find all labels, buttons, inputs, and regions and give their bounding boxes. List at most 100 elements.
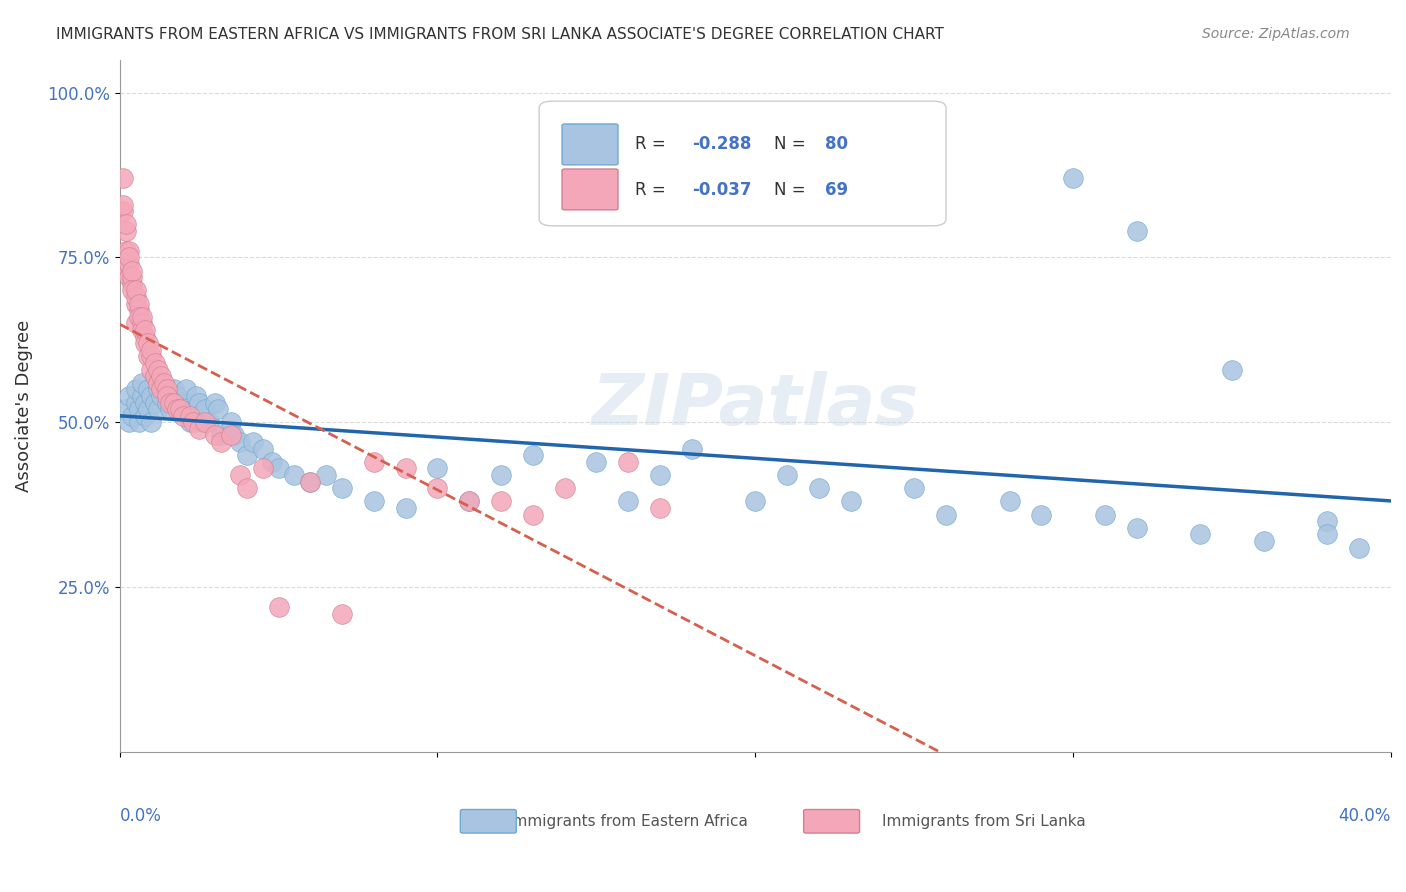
Point [156,389,179,403]
Point [219,428,242,442]
Point [124,395,146,409]
Point [935,508,957,522]
Point [395,461,418,475]
Point [124,317,146,331]
Point [121,263,143,277]
FancyBboxPatch shape [460,810,516,833]
Point [1316,527,1339,541]
Point [235,448,257,462]
Point [121,284,143,298]
Point [172,409,194,423]
Point [146,382,169,396]
Point [229,468,252,483]
Point [118,244,141,258]
Point [149,376,172,390]
Point [136,350,159,364]
Point [131,389,153,403]
Point [124,284,146,298]
Text: ZIPatlas: ZIPatlas [592,371,920,441]
Text: 69: 69 [825,181,848,199]
Point [617,455,640,469]
Point [299,475,322,489]
Point [134,329,156,343]
Point [1348,541,1371,555]
Point [115,402,138,417]
Point [115,224,138,238]
Point [146,402,169,417]
Point [426,461,449,475]
Point [617,494,640,508]
Point [209,435,232,450]
Point [744,494,766,508]
FancyBboxPatch shape [804,810,859,833]
Point [1189,527,1212,541]
Point [163,382,186,396]
Point [172,395,194,409]
Text: Source: ZipAtlas.com: Source: ZipAtlas.com [1202,27,1350,41]
Point [363,494,385,508]
Point [131,376,153,390]
Text: Immigrants from Eastern Africa: Immigrants from Eastern Africa [508,814,748,830]
Point [776,468,799,483]
Point [522,508,544,522]
Point [143,395,166,409]
Point [585,455,607,469]
Point [146,362,169,376]
Point [149,369,172,384]
Point [648,501,671,516]
Point [489,494,512,508]
Point [141,389,163,403]
Point [188,422,211,436]
Point [141,350,163,364]
Point [283,468,305,483]
Point [115,218,138,232]
Point [648,468,671,483]
Point [146,376,169,390]
Point [267,599,290,614]
Point [184,389,207,403]
Point [181,415,204,429]
Point [839,494,862,508]
Point [1125,521,1147,535]
Point [903,481,925,495]
Point [315,468,337,483]
Point [143,369,166,384]
Text: N =: N = [775,135,811,153]
Point [131,317,153,331]
Point [229,435,252,450]
Point [118,415,141,429]
Point [222,428,245,442]
FancyBboxPatch shape [538,101,946,226]
Point [458,494,481,508]
FancyBboxPatch shape [562,169,619,210]
Point [134,395,156,409]
Point [252,442,274,456]
Point [209,428,232,442]
Point [188,395,211,409]
Point [124,290,146,304]
Point [118,389,141,403]
Point [252,461,274,475]
Point [395,501,418,516]
Point [134,336,156,351]
Point [262,455,284,469]
Point [131,310,153,324]
FancyBboxPatch shape [562,124,619,165]
Point [128,296,150,310]
Point [128,402,150,417]
Point [181,402,204,417]
Point [156,395,179,409]
Text: 80: 80 [825,135,848,153]
Point [166,389,188,403]
Point [194,415,217,429]
Point [554,481,576,495]
Point [163,395,186,409]
Text: Immigrants from Sri Lanka: Immigrants from Sri Lanka [883,814,1085,830]
Point [121,277,143,291]
Point [143,356,166,370]
Point [118,251,141,265]
Point [1316,514,1339,528]
Point [330,481,353,495]
Point [124,382,146,396]
Point [121,270,143,285]
